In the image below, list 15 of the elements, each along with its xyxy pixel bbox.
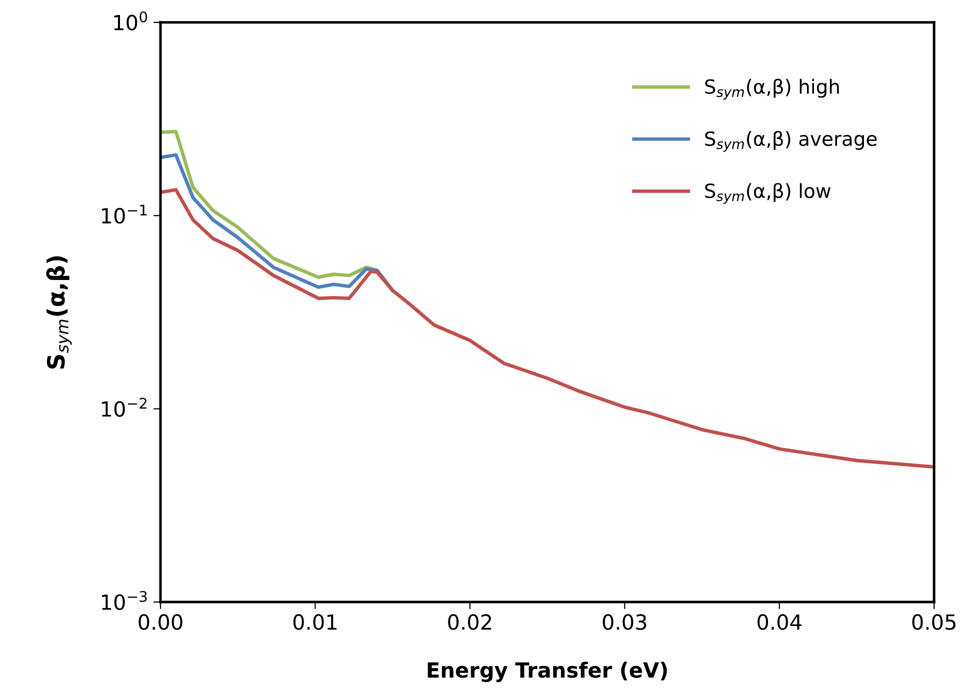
x-tick-label: 0.03 xyxy=(602,614,646,630)
x-tick-label: 0.05 xyxy=(912,614,956,630)
y-axis-title: S$_{sym}$(α,β) xyxy=(46,256,72,369)
legend-label: S$_{sym}$(α,β) low xyxy=(705,183,830,204)
x-tick-label: 0.01 xyxy=(293,614,336,630)
y-tick-label: 10$^{−2}$ xyxy=(102,398,146,417)
x-axis-title: Energy Transfer (eV) xyxy=(428,662,667,682)
y-tick-label: 10$^{−1}$ xyxy=(102,204,147,224)
y-tick-label: 10$^{−3}$ xyxy=(102,590,147,610)
x-tick-label: 0.02 xyxy=(448,614,492,630)
x-tick-label: 0.00 xyxy=(138,614,182,630)
y-tick-label: 10$^{0}$ xyxy=(114,11,148,30)
legend-label: S$_{sym}$(α,β) high xyxy=(705,78,839,100)
legend-label: S$_{sym}$(α,β) average xyxy=(705,130,877,152)
x-tick-label: 0.04 xyxy=(758,614,802,630)
